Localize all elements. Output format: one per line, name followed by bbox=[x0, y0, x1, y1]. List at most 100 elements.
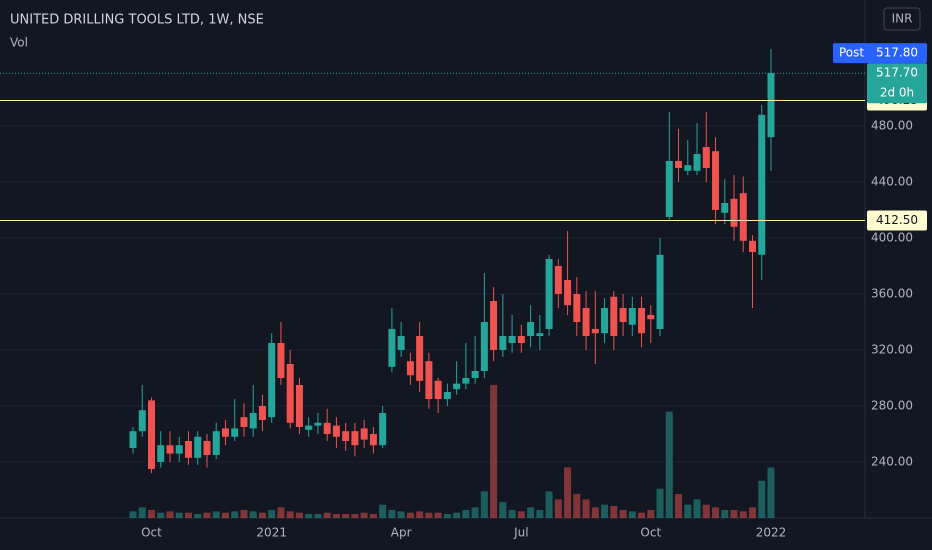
price-line-tag bbox=[867, 210, 927, 231]
candle-body bbox=[490, 301, 498, 350]
candle-body bbox=[730, 198, 738, 227]
y-tick-label: 320.00 bbox=[871, 343, 913, 357]
candle-body bbox=[184, 441, 192, 458]
candle-body bbox=[194, 436, 202, 458]
volume-bar bbox=[434, 512, 442, 518]
x-tick-label: 2022 bbox=[756, 526, 787, 540]
chart-title: UNITED DRILLING TOOLS LTD, 1W, NSE bbox=[10, 13, 264, 28]
candle-body bbox=[471, 371, 479, 378]
volume-bar bbox=[388, 510, 396, 518]
candle-body bbox=[564, 280, 572, 306]
y-tick-label: 480.00 bbox=[871, 119, 913, 133]
volume-bar bbox=[536, 510, 544, 518]
price-line-label: 412.50 bbox=[876, 213, 918, 227]
volume-bar bbox=[591, 507, 599, 518]
candle-body bbox=[749, 240, 757, 252]
last-price-tag bbox=[867, 63, 927, 104]
volume-bar bbox=[221, 512, 229, 518]
volume-bar bbox=[425, 512, 433, 518]
candle-body bbox=[231, 428, 239, 437]
candle-body bbox=[610, 296, 618, 336]
x-tick-label: Jul bbox=[513, 526, 528, 540]
candle-body bbox=[573, 294, 581, 322]
candle-body bbox=[323, 422, 331, 434]
candle-body bbox=[240, 417, 248, 427]
volume-bar bbox=[739, 511, 747, 518]
volume-bar bbox=[675, 494, 683, 518]
candle-body bbox=[258, 406, 266, 420]
countdown: 2d 0h bbox=[880, 86, 914, 100]
candle-body bbox=[286, 364, 294, 423]
candle-body bbox=[379, 413, 387, 446]
volume-bar bbox=[554, 499, 562, 518]
volume-bar bbox=[369, 514, 377, 518]
volume-bar bbox=[277, 507, 285, 518]
candle-body bbox=[721, 203, 729, 213]
volume-bar bbox=[573, 494, 581, 518]
volume-bar bbox=[129, 511, 137, 518]
candle-body bbox=[203, 441, 211, 455]
currency-button[interactable] bbox=[883, 7, 921, 31]
candle-body bbox=[342, 431, 350, 441]
volume-bar bbox=[490, 385, 498, 518]
volume-bar bbox=[194, 514, 202, 518]
volume-bar bbox=[582, 499, 590, 518]
candle-body bbox=[601, 308, 609, 334]
candle-body bbox=[369, 434, 377, 446]
candle-body bbox=[406, 361, 414, 376]
volume-bar bbox=[416, 511, 424, 518]
candle-body bbox=[314, 422, 322, 426]
volume-bar bbox=[453, 512, 461, 518]
y-tick-label: 240.00 bbox=[871, 455, 913, 469]
volume-bar bbox=[619, 510, 627, 518]
volume-bar bbox=[342, 514, 350, 518]
candle-body bbox=[554, 266, 562, 294]
volume-bar bbox=[295, 512, 303, 518]
volume-bar bbox=[749, 507, 757, 518]
volume-bar bbox=[508, 510, 516, 518]
candle-body bbox=[758, 114, 766, 255]
volume-bar bbox=[730, 510, 738, 518]
volume-bar bbox=[212, 511, 220, 518]
candle-body bbox=[212, 431, 220, 455]
candle-body bbox=[499, 336, 507, 350]
candle-body bbox=[360, 428, 368, 440]
x-tick-label: Oct bbox=[640, 526, 661, 540]
volume-bar bbox=[305, 514, 313, 518]
volume-bar bbox=[545, 491, 553, 518]
candle-body bbox=[767, 73, 775, 138]
x-tick-label: 2021 bbox=[256, 526, 287, 540]
candle-body bbox=[453, 383, 461, 390]
volume-bar bbox=[647, 510, 655, 518]
volume-bar bbox=[665, 411, 673, 518]
candle-body bbox=[480, 322, 488, 371]
volume-bar bbox=[480, 491, 488, 518]
volume-bar bbox=[610, 506, 618, 518]
candle-body bbox=[684, 165, 692, 171]
volume-bar bbox=[240, 510, 248, 518]
currency[interactable]: INR bbox=[892, 12, 913, 26]
volume-bar bbox=[268, 510, 276, 518]
volume-bar bbox=[471, 507, 479, 518]
volume-bar bbox=[175, 512, 183, 518]
candle-body bbox=[527, 322, 535, 336]
volume-bar bbox=[258, 512, 266, 518]
volume-bar bbox=[443, 514, 451, 518]
candle-body bbox=[508, 336, 516, 343]
candle-body bbox=[582, 308, 590, 336]
volume-bar bbox=[684, 504, 692, 518]
volume-bar bbox=[397, 511, 405, 518]
volume-bar bbox=[767, 467, 775, 518]
candle-body bbox=[462, 378, 470, 384]
candle-body bbox=[712, 151, 720, 210]
volume-bar bbox=[517, 511, 525, 518]
volume-bar bbox=[628, 511, 636, 518]
candle-body bbox=[545, 259, 553, 329]
candle-body bbox=[665, 161, 673, 217]
candle-body bbox=[166, 445, 174, 454]
volume-bar bbox=[184, 512, 192, 518]
candle-body bbox=[739, 193, 747, 241]
candle-body bbox=[147, 400, 155, 469]
candle-body bbox=[397, 336, 405, 350]
volume-bar bbox=[601, 504, 609, 518]
